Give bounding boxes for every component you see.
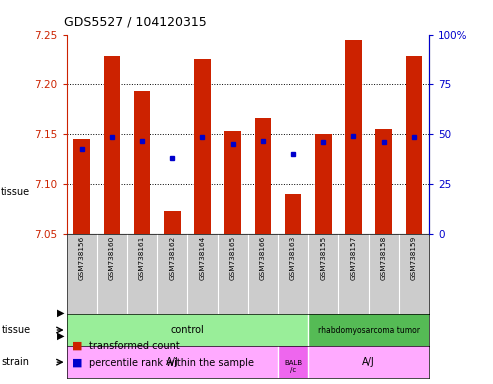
Text: GSM738163: GSM738163: [290, 236, 296, 280]
Bar: [164, 211, 180, 233]
Text: A/J: A/J: [166, 357, 178, 367]
Text: GSM738160: GSM738160: [109, 236, 115, 280]
Text: rhabdomyosarcoma tumor: rhabdomyosarcoma tumor: [317, 326, 420, 334]
Text: ▶: ▶: [57, 308, 64, 318]
Text: tissue: tissue: [1, 187, 30, 197]
Bar: [224, 131, 241, 233]
Bar: [134, 91, 150, 233]
Text: GSM738159: GSM738159: [411, 236, 417, 280]
Text: GSM738155: GSM738155: [320, 236, 326, 280]
Text: GSM738165: GSM738165: [230, 236, 236, 280]
Text: ■: ■: [71, 358, 82, 368]
Bar: [308, 346, 429, 378]
Bar: [254, 118, 271, 233]
Bar: [67, 314, 308, 346]
Text: GSM738156: GSM738156: [79, 236, 85, 280]
Text: GSM738166: GSM738166: [260, 236, 266, 280]
Bar: [194, 60, 211, 233]
Bar: [278, 346, 308, 378]
Text: transformed count: transformed count: [89, 341, 179, 351]
Text: percentile rank within the sample: percentile rank within the sample: [89, 358, 254, 368]
Bar: [406, 56, 422, 233]
Text: GSM738161: GSM738161: [139, 236, 145, 280]
Text: tissue: tissue: [1, 325, 31, 335]
Text: control: control: [171, 325, 204, 335]
Text: GSM738162: GSM738162: [169, 236, 175, 280]
Bar: [315, 134, 331, 233]
Text: ▶: ▶: [57, 331, 64, 341]
Text: GSM738158: GSM738158: [381, 236, 387, 280]
Text: ■: ■: [71, 341, 82, 351]
Bar: [375, 129, 392, 233]
Text: GSM738164: GSM738164: [200, 236, 206, 280]
Text: GDS5527 / 104120315: GDS5527 / 104120315: [64, 16, 207, 29]
Bar: [104, 56, 120, 233]
Bar: [67, 346, 278, 378]
Bar: [285, 194, 301, 233]
Bar: [308, 314, 429, 346]
Text: A/J: A/J: [362, 357, 375, 367]
Text: BALB
/c: BALB /c: [284, 361, 302, 374]
Text: strain: strain: [1, 357, 30, 367]
Text: GSM738157: GSM738157: [351, 236, 356, 280]
Bar: [73, 139, 90, 233]
Bar: [345, 40, 362, 233]
